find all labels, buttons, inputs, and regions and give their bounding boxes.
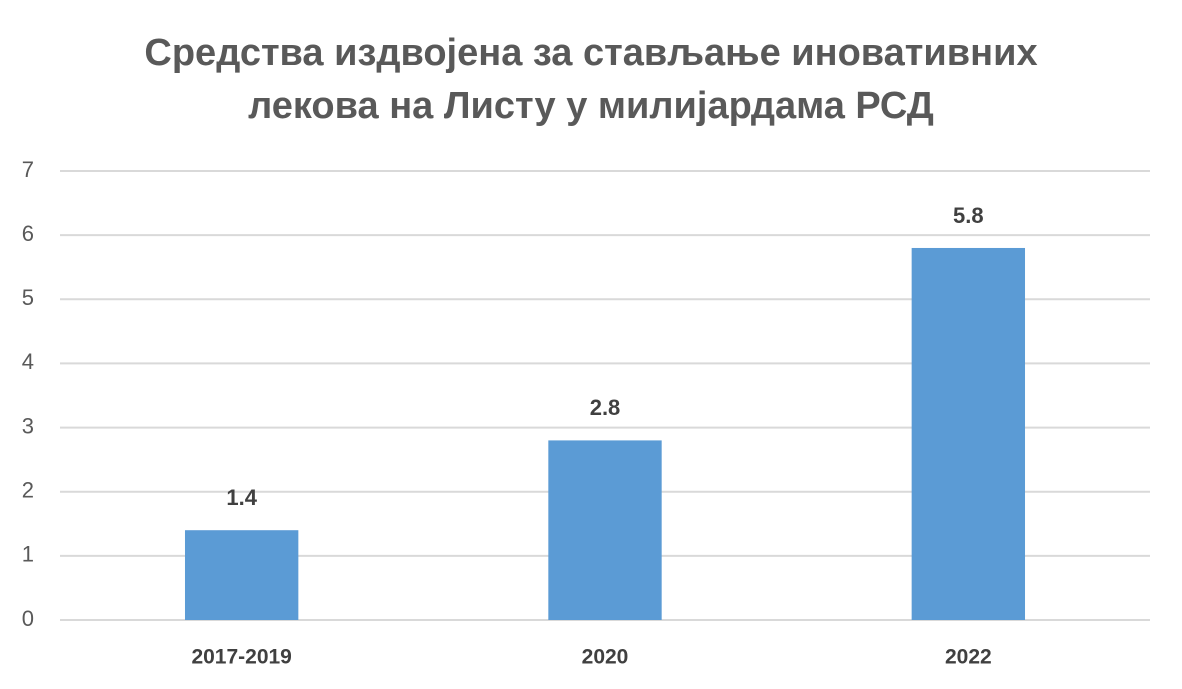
y-tick-label: 7: [22, 157, 34, 182]
y-tick-label: 1: [22, 542, 34, 567]
bar: [184, 530, 299, 620]
chart-title: лекова на Листу у милијардама РСД: [248, 85, 934, 127]
value-label: 2.8: [590, 395, 621, 420]
bar: [548, 440, 662, 620]
y-tick-label: 0: [22, 606, 34, 631]
bar: [911, 247, 1026, 620]
value-label: 5.8: [953, 203, 984, 228]
x-tick-label: 2017-2019: [191, 646, 291, 669]
y-tick-label: 2: [22, 478, 34, 503]
x-tick-label: 2020: [582, 646, 629, 669]
y-tick-label: 6: [22, 221, 34, 246]
x-tick-label: 2022: [945, 646, 992, 669]
chart-title: Средства издвојена за стављање иновативн…: [144, 32, 1037, 74]
y-tick-label: 3: [22, 413, 34, 438]
y-tick-label: 4: [22, 349, 34, 374]
y-tick-label: 5: [22, 285, 34, 310]
value-label: 1.4: [226, 485, 257, 510]
